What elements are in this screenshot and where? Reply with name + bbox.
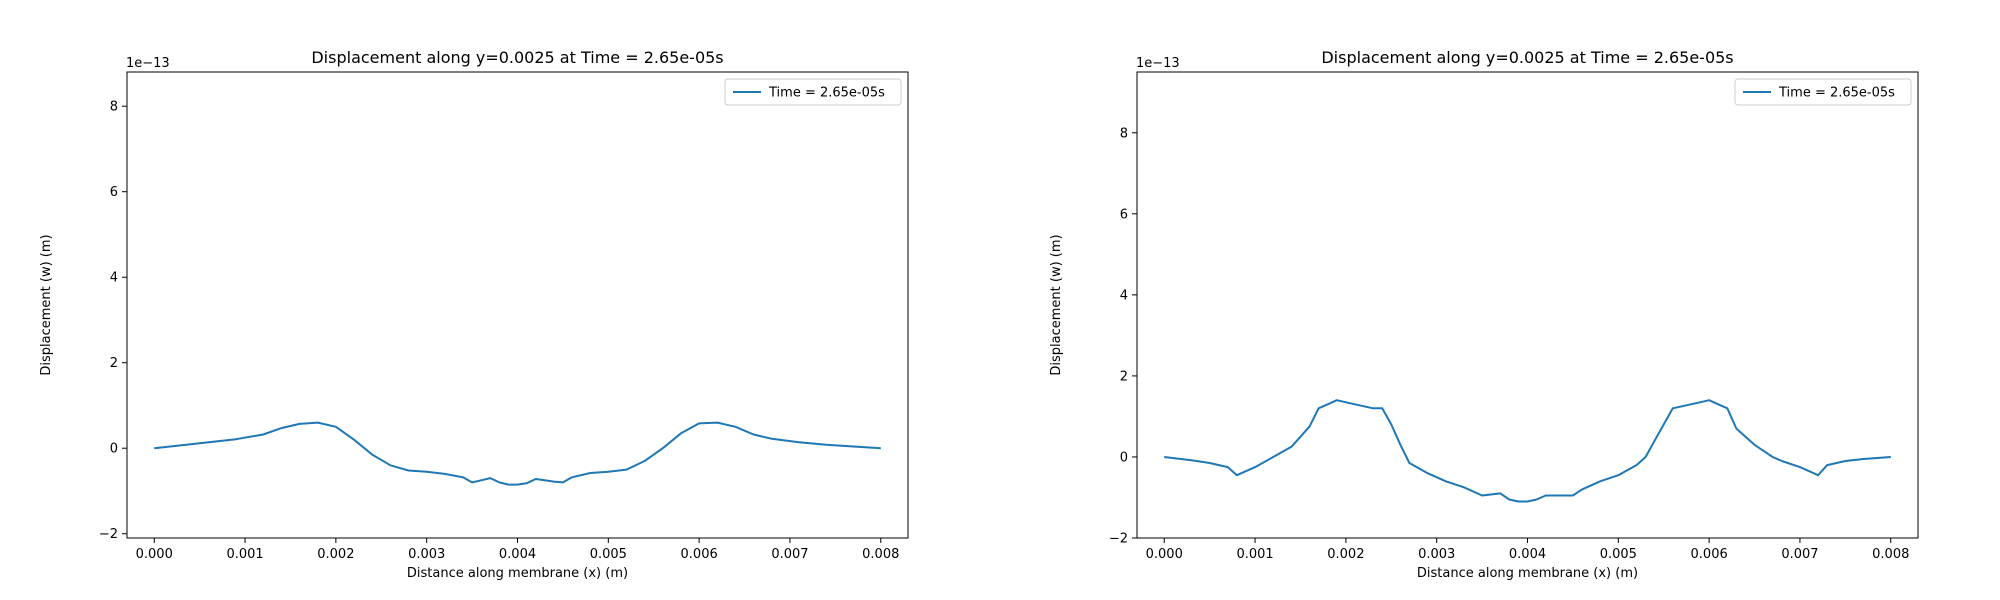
y-tick-label: 6 — [110, 185, 118, 200]
y-offset-label: 1e−13 — [126, 56, 170, 71]
x-tick-label: 0.006 — [1691, 547, 1728, 562]
x-tick-label: 0.002 — [317, 547, 354, 562]
x-tick-label: 0.005 — [1600, 547, 1637, 562]
x-axis-label: Distance along membrane (x) (m) — [407, 566, 628, 581]
y-tick-label: 0 — [110, 442, 118, 457]
legend-label: Time = 2.65e-05s — [1778, 86, 1895, 101]
chart-left: Displacement along y=0.0025 at Time = 2.… — [39, 48, 909, 581]
x-axis-label: Distance along membrane (x) (m) — [1417, 566, 1638, 581]
plot-area — [1164, 399, 1891, 503]
legend: Time = 2.65e-05s — [724, 78, 902, 106]
y-offset-label: 1e−13 — [1136, 56, 1180, 71]
x-tick-label: 0.003 — [1418, 547, 1455, 562]
y-axis-label: Displacement (w) (m) — [1049, 234, 1064, 375]
axes-frame — [1136, 71, 1919, 539]
axis-ticks: 0.000 0.001 0.002 0.003 0.004 0.005 0.006 0.007… — [1109, 126, 1910, 562]
x-tick-label: 0.004 — [499, 547, 536, 562]
chart-title: Displacement along y=0.0025 at Time = 2.… — [311, 48, 723, 67]
x-tick-label: 0.001 — [226, 547, 263, 562]
legend: Time = 2.65e-05s — [1734, 78, 1912, 106]
y-tick-label: −2 — [1109, 532, 1128, 547]
x-tick-label: 0.007 — [1781, 547, 1818, 562]
y-tick-label: 8 — [110, 100, 118, 115]
chart-title: Displacement along y=0.0025 at Time = 2.… — [1321, 48, 1733, 67]
x-tick-label: 0.006 — [681, 547, 718, 562]
x-tick-label: 0.000 — [136, 547, 173, 562]
x-tick-label: 0.002 — [1327, 547, 1364, 562]
series-line — [1164, 399, 1891, 503]
y-tick-label: −2 — [99, 527, 118, 542]
axis-ticks: 0.000 0.001 0.002 0.003 0.004 0.005 0.006 0.007… — [99, 100, 900, 562]
x-tick-label: 0.008 — [1872, 547, 1909, 562]
legend-box — [724, 78, 902, 106]
x-tick-label: 0.007 — [771, 547, 808, 562]
y-tick-label: 4 — [1120, 288, 1128, 303]
x-tick-label: 0.003 — [408, 547, 445, 562]
x-tick-label: 0.000 — [1146, 547, 1183, 562]
axes-frame — [126, 71, 909, 539]
legend-box — [1734, 78, 1912, 106]
x-tick-label: 0.005 — [590, 547, 627, 562]
chart-right: Displacement along y=0.0025 at Time = 2.… — [1049, 48, 1919, 581]
y-tick-label: 2 — [1120, 369, 1128, 384]
y-tick-label: 2 — [110, 356, 118, 371]
legend-label: Time = 2.65e-05s — [768, 86, 885, 101]
y-axis-label: Displacement (w) (m) — [39, 234, 54, 375]
y-tick-label: 0 — [1120, 450, 1128, 465]
y-tick-label: 8 — [1120, 126, 1128, 141]
series-line — [154, 421, 881, 486]
x-tick-label: 0.001 — [1236, 547, 1273, 562]
plot-area — [154, 421, 881, 486]
x-tick-label: 0.004 — [1509, 547, 1546, 562]
x-tick-label: 0.008 — [862, 547, 899, 562]
y-tick-label: 6 — [1120, 207, 1128, 222]
y-tick-label: 4 — [110, 271, 118, 286]
